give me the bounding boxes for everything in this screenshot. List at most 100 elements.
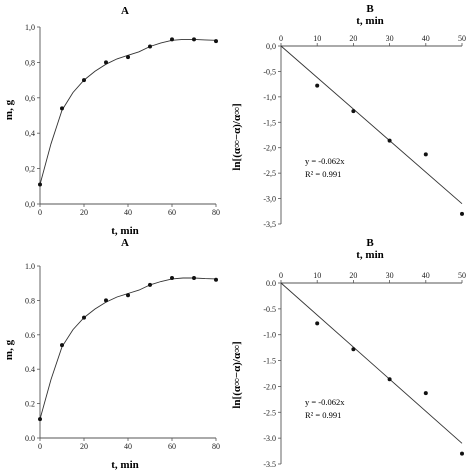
plot-area: 0.0 -0.5 -1.0 -1.5 -2.0 -2.5 -3.0 -3.5 0 10 20 30 40… — [263, 271, 466, 469]
y-tick-label: 0,2 — [25, 165, 35, 174]
y-tick-label: -0,5 — [263, 67, 276, 76]
x-tick-label: 10 — [313, 271, 321, 280]
y-axis-label: ln[(α∞−α)/α∞] — [231, 103, 243, 170]
y-tick-label: 0.0 — [25, 434, 35, 443]
x-tick-label: 20 — [80, 208, 88, 217]
x-axis-label: t, min — [111, 459, 139, 471]
x-tick-label: 10 — [313, 34, 321, 43]
data-point — [38, 182, 42, 187]
data-point — [192, 37, 196, 42]
x-tick-label: 40 — [124, 208, 132, 217]
y-tick-label: 0,4 — [25, 129, 35, 138]
plot-area: 0,0 0,2 0,4 0,6 0,8 1,0 0 20 40 60 80 — [25, 23, 220, 217]
data-point — [387, 138, 392, 143]
data-point — [423, 152, 428, 157]
y-tick-label: -1,0 — [263, 93, 276, 102]
y-tick-label: -2,5 — [263, 169, 276, 178]
x-tick-label: 20 — [349, 271, 357, 280]
y-tick-label: -1.5 — [263, 357, 276, 366]
plot-area: 0.0 0.2 0.4 0.6 0.8 1.0 0 20 40 60 80 — [25, 262, 220, 451]
data-point — [148, 282, 152, 287]
data-point — [126, 293, 130, 298]
data-point — [82, 315, 86, 320]
chart-title: B — [366, 3, 374, 15]
y-tick-label: -3,0 — [263, 195, 276, 204]
x-tick-label: 0 — [279, 271, 283, 280]
data-point — [214, 39, 218, 44]
y-tick-label: -3,5 — [263, 220, 276, 229]
chart-title: A — [121, 5, 129, 17]
y-tick-label: 1.0 — [25, 262, 35, 271]
data-point — [460, 211, 464, 216]
y-tick-label: -1,5 — [263, 118, 276, 127]
y-tick-label: 0,6 — [25, 94, 35, 103]
y-tick-label: -3.0 — [263, 434, 276, 443]
x-tick-label: 80 — [212, 442, 220, 451]
y-tick-label: -2.0 — [263, 382, 276, 391]
x-axis-label: t, min — [356, 15, 384, 27]
chart-title: A — [121, 237, 129, 249]
fit-equation: y = -0.062x — [305, 397, 345, 407]
x-tick-label: 80 — [212, 208, 220, 217]
data-point — [351, 347, 356, 352]
data-point — [82, 78, 86, 83]
x-axis-label: t, min — [356, 249, 384, 261]
x-tick-label: 0 — [38, 442, 42, 451]
x-tick-label: 50 — [458, 34, 466, 43]
data-point — [104, 298, 108, 303]
data-point — [351, 109, 356, 114]
y-axis-label: ln[(α∞−α)/α∞] — [231, 341, 243, 408]
y-tick-label: -1.0 — [263, 331, 276, 340]
plot-area: 0,0 -0,5 -1,0 -1,5 -2,0 -2,5 -3,0 -3,5 0 10 20 30 40… — [263, 34, 466, 229]
y-tick-label: -2.5 — [263, 408, 276, 417]
x-tick-label: 60 — [168, 208, 176, 217]
y-axis-label: m, g — [3, 339, 15, 360]
fit-equation: y = -0.062x — [305, 156, 345, 166]
y-tick-label: -0.5 — [263, 305, 276, 314]
y-tick-label: 0.2 — [25, 400, 35, 409]
y-tick-label: 0.8 — [25, 296, 35, 305]
data-point — [315, 83, 320, 88]
y-axis-label: m, g — [3, 99, 15, 120]
x-tick-label: 50 — [458, 271, 466, 280]
x-tick-label: 30 — [386, 34, 394, 43]
fit-line — [280, 45, 463, 204]
panel-a-bottom: A m, g t, min 0.0 0.2 0.4 0.6 0.8 1.0 0 20 40 60 8… — [3, 237, 220, 471]
fit-r-squared: R² = 0.991 — [305, 169, 341, 179]
panel-b-top: B t, min ln[(α∞−α)/α∞] y = -0.062x R² = … — [231, 3, 466, 229]
data-point — [38, 417, 42, 422]
x-tick-label: 40 — [422, 271, 430, 280]
panel-a-top: A m, g t, min 0,0 0,2 0,4 0,6 0,8 1,0 0 20 40 60 8… — [3, 5, 220, 237]
data-point — [423, 391, 428, 396]
data-point — [60, 343, 64, 348]
fit-r-squared: R² = 0.991 — [305, 410, 341, 420]
data-point — [60, 106, 64, 111]
data-point — [214, 277, 218, 282]
fit-curve — [39, 38, 217, 185]
data-point — [104, 60, 108, 65]
x-tick-label: 40 — [124, 442, 132, 451]
data-point — [126, 55, 130, 60]
y-tick-label: 0.6 — [25, 331, 35, 340]
x-axis-label: t, min — [111, 225, 139, 237]
x-tick-label: 20 — [349, 34, 357, 43]
x-tick-label: 0 — [279, 34, 283, 43]
data-point — [460, 451, 464, 456]
data-point — [192, 276, 196, 281]
y-tick-label: -2,0 — [263, 144, 276, 153]
x-tick-label: 30 — [386, 271, 394, 280]
data-point — [387, 377, 392, 382]
chart-title: B — [366, 237, 374, 249]
x-tick-label: 60 — [168, 442, 176, 451]
y-tick-label: 0.0 — [266, 279, 276, 288]
x-tick-label: 0 — [38, 208, 42, 217]
data-point — [170, 37, 174, 42]
y-tick-label: 0,0 — [266, 42, 276, 51]
panel-b-bottom: B t, min ln[(α∞−α)/α∞] y = -0.062x R² = … — [231, 237, 466, 469]
y-tick-label: 0.4 — [25, 365, 35, 374]
x-tick-label: 40 — [422, 34, 430, 43]
x-tick-label: 20 — [80, 442, 88, 451]
data-point — [315, 321, 320, 326]
y-tick-label: 0,0 — [25, 200, 35, 209]
